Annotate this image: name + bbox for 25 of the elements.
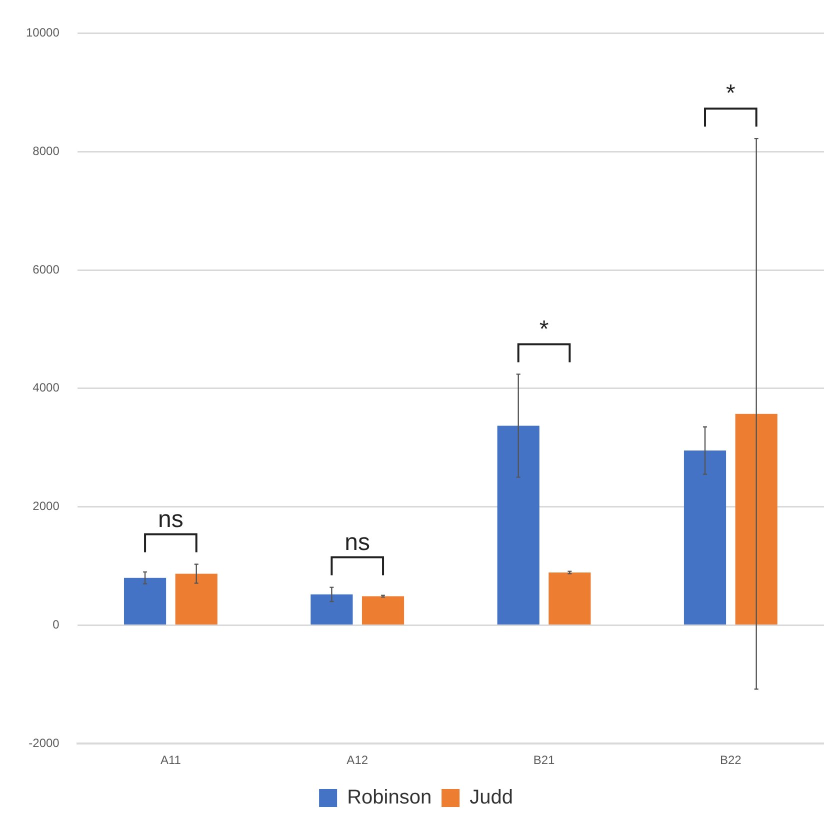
y-tick-label: 8000 xyxy=(32,144,60,158)
x-tick-label: A11 xyxy=(160,753,182,768)
bar xyxy=(548,572,591,624)
legend-label: Robinson xyxy=(347,786,432,809)
y-tick-label: 6000 xyxy=(32,262,60,276)
bar xyxy=(362,596,404,624)
bar xyxy=(124,578,166,624)
x-tick-label: A12 xyxy=(346,753,368,768)
annotation: ns xyxy=(344,528,370,556)
annotation: * xyxy=(539,316,549,343)
bar xyxy=(497,426,540,624)
y-tick-label: 10000 xyxy=(26,26,60,40)
bar xyxy=(735,414,778,624)
y-tick-label: 4000 xyxy=(32,380,60,395)
x-tick-label: B22 xyxy=(720,753,742,768)
x-tick-label: B21 xyxy=(533,753,556,768)
legend-label: Judd xyxy=(470,786,513,809)
annotation: ns xyxy=(158,506,184,533)
y-tick-label: 2000 xyxy=(32,499,60,514)
annotation: * xyxy=(726,80,736,108)
bar xyxy=(684,450,726,624)
y-tick-label: -2000 xyxy=(28,736,60,750)
y-tick-label: 0 xyxy=(52,618,60,632)
bar xyxy=(175,574,218,624)
bar xyxy=(310,594,353,624)
